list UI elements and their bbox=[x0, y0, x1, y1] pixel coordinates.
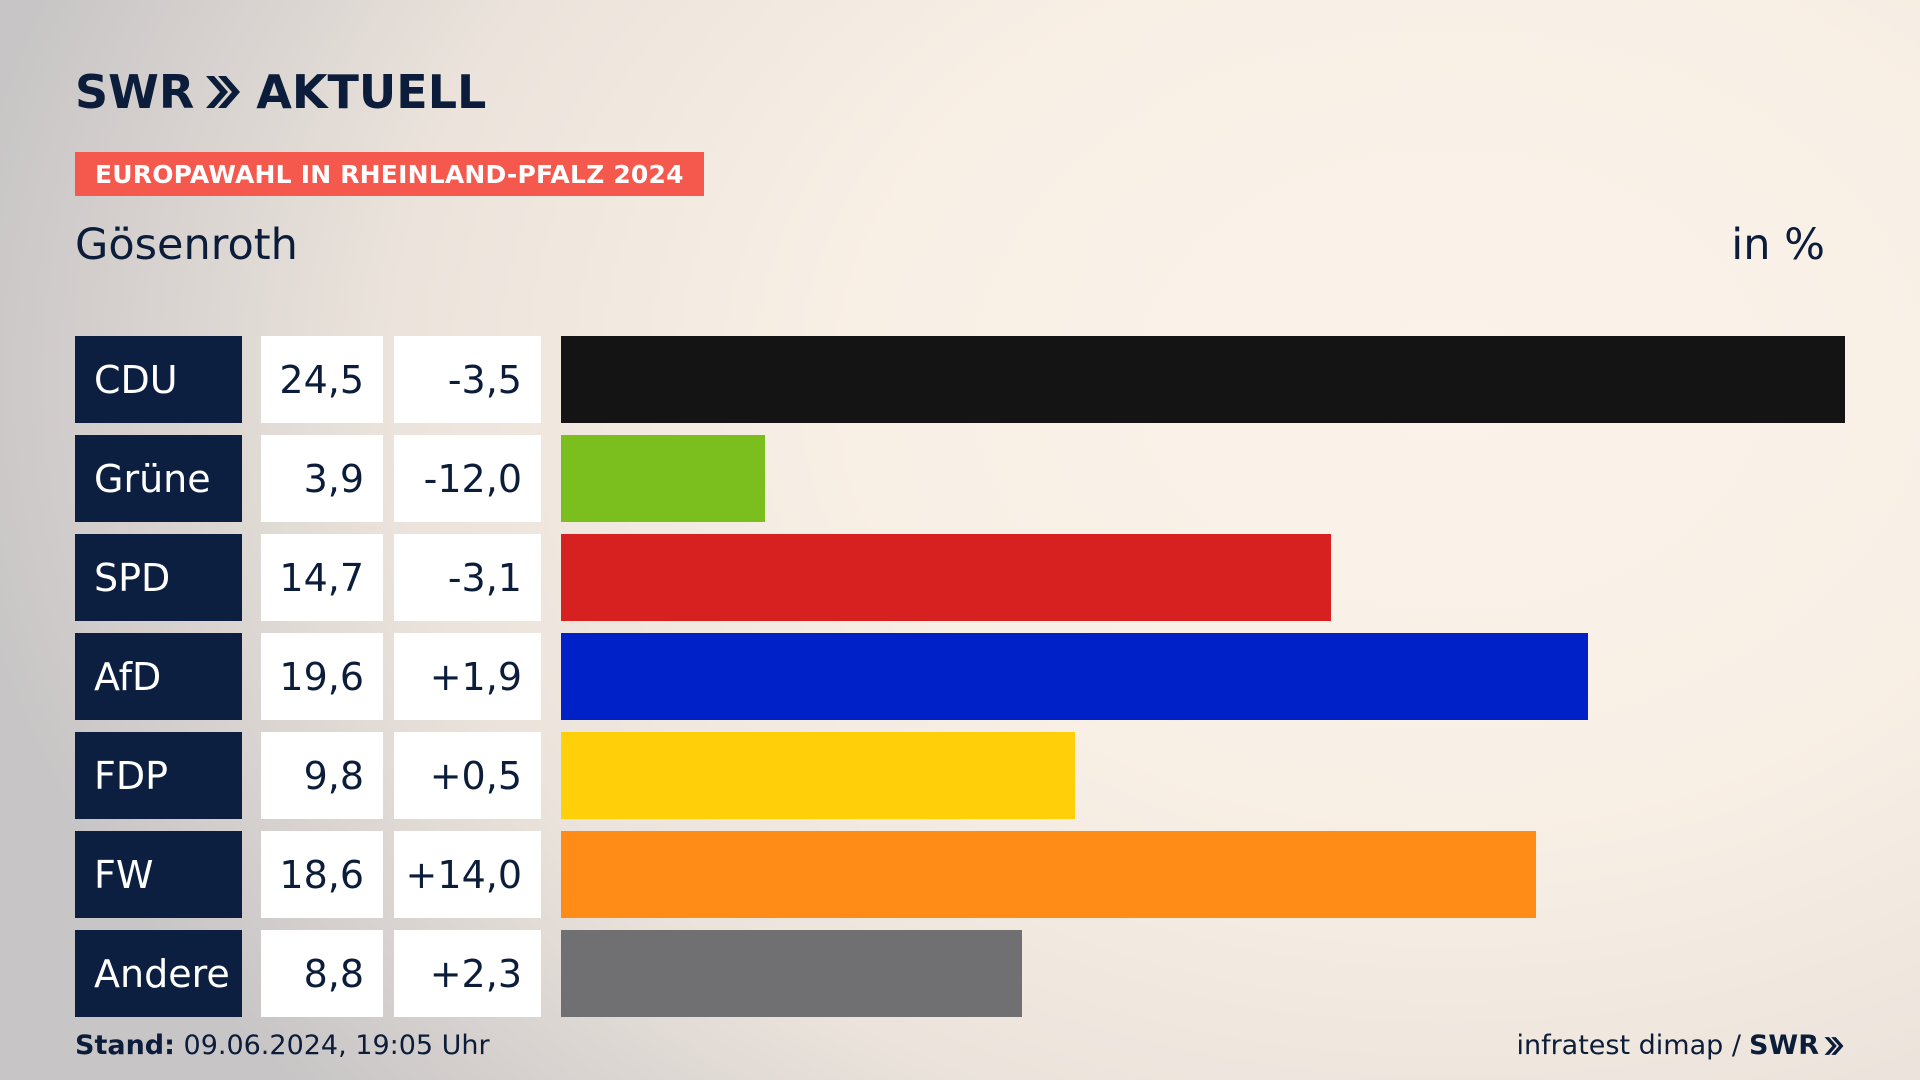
vote-share-label: 18,6 bbox=[261, 831, 383, 918]
change-label: +0,5 bbox=[394, 732, 541, 819]
result-row: Grüne 3,9 -12,0 bbox=[75, 435, 1845, 522]
party-label: FW bbox=[75, 831, 242, 918]
change-label: +2,3 bbox=[394, 930, 541, 1017]
brand-chevron-icon bbox=[1824, 1036, 1844, 1055]
result-row: FW 18,6 +14,0 bbox=[75, 831, 1845, 918]
change-label: -3,1 bbox=[394, 534, 541, 621]
stand-value: 09.06.2024, 19:05 Uhr bbox=[183, 1030, 490, 1061]
result-bar bbox=[561, 534, 1331, 621]
unit-label: in % bbox=[1731, 220, 1825, 270]
source-credit: infratest dimap / SWR bbox=[1516, 1030, 1845, 1061]
result-bar bbox=[561, 831, 1536, 918]
timestamp: Stand: 09.06.2024, 19:05 Uhr bbox=[75, 1030, 490, 1061]
result-bar bbox=[561, 732, 1075, 819]
brand-text: SWR bbox=[1748, 1030, 1819, 1061]
party-label: SPD bbox=[75, 534, 242, 621]
vote-share-label: 14,7 bbox=[261, 534, 383, 621]
vote-share-label: 24,5 bbox=[261, 336, 383, 423]
logo-swr-text: SWR bbox=[75, 65, 195, 119]
brand-logo: SWR bbox=[1749, 1030, 1845, 1061]
election-tag: EUROPAWAHL IN RHEINLAND-PFALZ 2024 bbox=[75, 152, 704, 196]
result-row: FDP 9,8 +0,5 bbox=[75, 732, 1845, 819]
source-label: infratest dimap / bbox=[1516, 1030, 1741, 1061]
result-bar bbox=[561, 633, 1588, 720]
vote-share-label: 8,8 bbox=[261, 930, 383, 1017]
result-bar bbox=[561, 435, 765, 522]
party-label: AfD bbox=[75, 633, 242, 720]
change-label: +14,0 bbox=[394, 831, 541, 918]
result-bar bbox=[561, 336, 1845, 423]
result-row: AfD 19,6 +1,9 bbox=[75, 633, 1845, 720]
logo-aktuell-text: AKTUELL bbox=[256, 65, 487, 119]
stand-label: Stand: bbox=[75, 1030, 175, 1061]
change-label: +1,9 bbox=[394, 633, 541, 720]
vote-share-label: 19,6 bbox=[261, 633, 383, 720]
election-tag-label: EUROPAWAHL IN RHEINLAND-PFALZ 2024 bbox=[95, 159, 684, 189]
party-label: Grüne bbox=[75, 435, 242, 522]
change-label: -3,5 bbox=[394, 336, 541, 423]
change-label: -12,0 bbox=[394, 435, 541, 522]
party-label: CDU bbox=[75, 336, 242, 423]
result-bar bbox=[561, 930, 1022, 1017]
swr-aktuell-logo: SWR AKTUELL bbox=[75, 62, 486, 122]
result-row: CDU 24,5 -3,5 bbox=[75, 336, 1845, 423]
result-row: SPD 14,7 -3,1 bbox=[75, 534, 1845, 621]
party-label: FDP bbox=[75, 732, 242, 819]
double-chevron-icon bbox=[204, 74, 242, 110]
vote-share-label: 3,9 bbox=[261, 435, 383, 522]
vote-share-label: 9,8 bbox=[261, 732, 383, 819]
result-row: Andere 8,8 +2,3 bbox=[75, 930, 1845, 1017]
place-title: Gösenroth bbox=[75, 220, 298, 270]
party-label: Andere bbox=[75, 930, 242, 1017]
